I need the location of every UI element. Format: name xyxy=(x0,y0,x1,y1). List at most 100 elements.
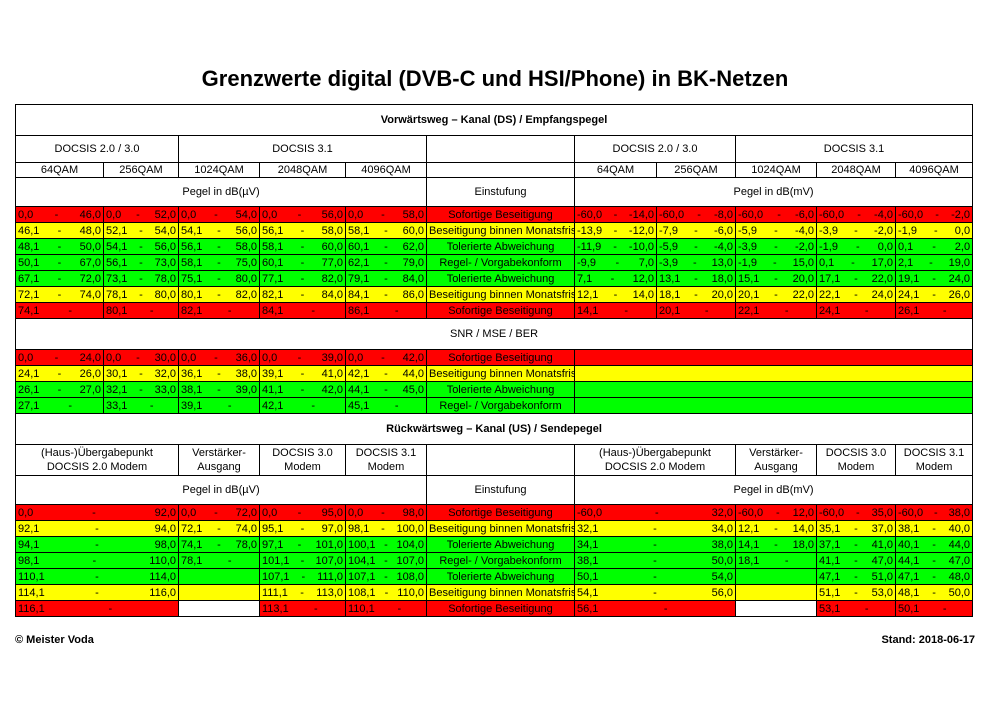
range-cell: 56,1 - 58,0 xyxy=(259,222,346,239)
range-max: 67,0 xyxy=(79,256,101,269)
range-cell: 33,1 - xyxy=(103,397,179,414)
range-max: 94,0 xyxy=(154,522,176,535)
range-cell: 40,1-44,0 xyxy=(894,536,974,553)
range-max: 35,0 xyxy=(871,506,893,519)
range-dash: - xyxy=(774,522,778,535)
range-cell: 18,1-20,0 xyxy=(656,286,736,303)
range-dash: - xyxy=(653,586,657,599)
range-dash: - xyxy=(384,586,389,599)
range-cell: 110,1 - xyxy=(345,600,427,617)
range-max: 74,0 xyxy=(235,522,257,535)
modulation-header: 1024QAM xyxy=(178,162,260,178)
range-min: 79,1 xyxy=(348,272,370,285)
range-cell: 0,0 - 95,0 xyxy=(259,504,346,521)
header-line-2: Modem xyxy=(367,461,405,473)
modulation-header: 64QAM xyxy=(15,162,104,178)
range-max: 37,0 xyxy=(871,522,893,535)
classification-label: Beseitigung binnen Monatsfrist xyxy=(426,286,575,303)
range-dash: - xyxy=(394,399,399,412)
range-dash: - xyxy=(384,288,388,301)
group-header: DOCSIS 3.0 Modem xyxy=(259,444,346,476)
range-cell: -3,9 - -2,0 xyxy=(816,222,896,239)
range-dash: - xyxy=(300,272,305,285)
range-min: 0,0 xyxy=(18,208,34,221)
range-dash: - xyxy=(139,367,143,380)
range-max: 80,0 xyxy=(154,288,176,301)
range-max: 58,0 xyxy=(321,224,343,237)
range-min: -11,9 xyxy=(577,240,602,253)
range-dash: - xyxy=(851,256,855,269)
range-cell: 0,1 - 2,0 xyxy=(894,238,974,255)
range-dash: - xyxy=(932,554,936,567)
range-min: 50,1 xyxy=(898,602,920,615)
range-min: 20,1 xyxy=(659,304,681,317)
header-line-1: DOCSIS 3.0 xyxy=(272,447,333,459)
range-cell: 38,1 - 39,0 xyxy=(178,381,260,398)
range-dash: - xyxy=(772,256,777,269)
range-dash: - xyxy=(397,602,402,615)
range-max: 15,0 xyxy=(792,256,814,269)
range-min: 7,1 xyxy=(577,272,593,285)
range-cell: 77,1 - 82,0 xyxy=(259,270,346,287)
range-dash: - xyxy=(615,256,620,269)
table-row: 67,1-72,0 73,1-78,0 75,1-80,0 77,1-82,0 79,1… xyxy=(15,270,974,287)
range-cell: 14,1 - 18,0 xyxy=(735,536,817,553)
classification-header: Einstufung xyxy=(426,475,575,505)
section-title-upstream: Rückwärtsweg – Kanal (US) / Sendepegel xyxy=(14,413,974,445)
range-max: 18,0 xyxy=(711,272,733,285)
range-dash: - xyxy=(663,602,668,615)
range-max: 17,0 xyxy=(871,256,893,269)
range-cell: 108,1-110,0 xyxy=(345,584,427,601)
range-min: 74,1 xyxy=(181,538,203,551)
range-max: 20,0 xyxy=(792,272,814,285)
range-max: 2,0 xyxy=(954,240,971,253)
range-max: 22,0 xyxy=(871,272,893,285)
range-cell: 58,1 - 75,0 xyxy=(178,254,260,271)
range-dash: - xyxy=(149,399,154,412)
range-min: 17,1 xyxy=(819,272,841,285)
classification-label: Tolerierte Abweichung xyxy=(426,270,575,287)
group-header: DOCSIS 3.0 Modem xyxy=(816,444,896,476)
range-max: -10,0 xyxy=(628,240,654,253)
range-max: -12,0 xyxy=(628,224,654,237)
range-cell: 17,1-22,0 xyxy=(816,270,896,287)
range-cell: 67,1 - 72,0 xyxy=(15,270,104,287)
range-dash: - xyxy=(95,570,99,583)
range-dash: - xyxy=(300,224,305,237)
range-cell: 50,1 - xyxy=(894,600,974,617)
range-min: 107,1 xyxy=(348,570,376,583)
range-max: 107,0 xyxy=(315,554,343,567)
range-dash: - xyxy=(777,208,781,221)
range-dash: - xyxy=(384,224,388,237)
range-cell: 2,1 - 19,0 xyxy=(894,254,974,271)
range-dash: - xyxy=(774,224,778,237)
range-dash: - xyxy=(854,554,858,567)
range-max: 50,0 xyxy=(711,554,733,567)
range-dash: - xyxy=(857,208,861,221)
range-dash: - xyxy=(217,367,221,380)
range-dash: - xyxy=(92,554,97,567)
upstream-unit-row: Pegel in dB(µV) Einstufung Pegel in dB(mV) xyxy=(15,475,974,505)
range-min: 75,1 xyxy=(181,272,203,285)
range-max: 108,0 xyxy=(396,570,424,583)
unit-header: Pegel in dB(mV) xyxy=(573,475,974,505)
range-min: 40,1 xyxy=(898,538,920,551)
range-min: 101,1 xyxy=(262,554,290,567)
range-dash: - xyxy=(139,288,143,301)
range-min: 0,0 xyxy=(262,351,278,364)
range-dash: - xyxy=(654,506,659,519)
range-cell: 7,1 - 12,0 xyxy=(574,270,657,287)
range-cell: 32,1 - 34,0 xyxy=(574,520,736,537)
range-dash: - xyxy=(932,538,936,551)
range-max: 38,0 xyxy=(711,538,733,551)
table-row: 0,0 - 92,0 0,0 - 72,0 0,0 - 95,0 0,0 - 98,0 Sofortig… xyxy=(15,504,974,521)
range-dash: - xyxy=(217,240,221,253)
range-dash: - xyxy=(613,288,618,301)
range-min: 50,1 xyxy=(577,570,599,583)
range-min: 12,1 xyxy=(738,522,760,535)
range-max: 24,0 xyxy=(948,272,971,285)
range-min: 58,1 xyxy=(348,224,370,237)
range-min: 97,1 xyxy=(262,538,284,551)
range-min: -9,9 xyxy=(577,256,596,269)
table-row: 46,1-48,0 52,1-54,0 54,1-56,0 56,1-58,0 58,1… xyxy=(15,222,974,239)
